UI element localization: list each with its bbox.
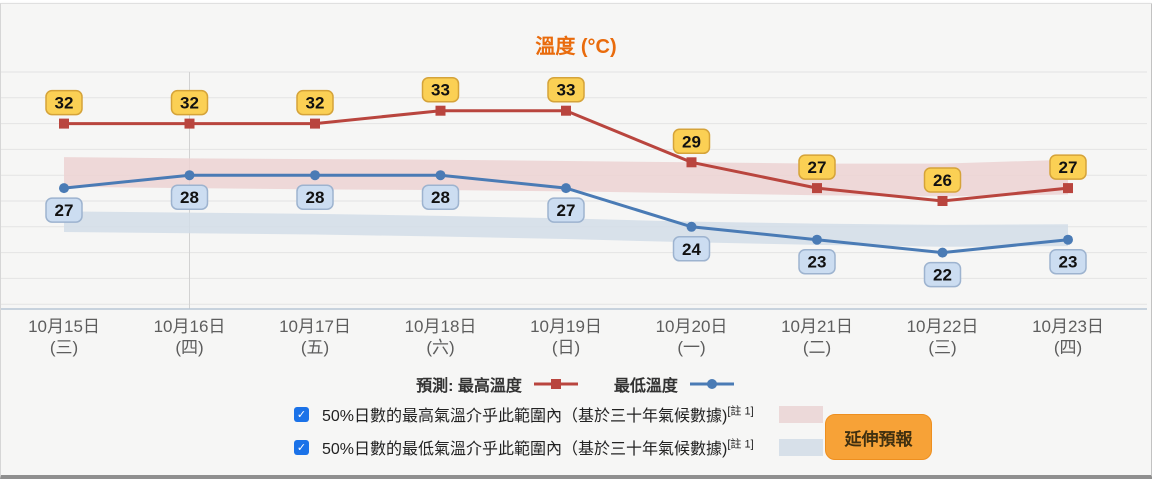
min-range-label: 50%日數的最低氣溫介乎此範圍內（基於三十年氣候數據)[註 1] bbox=[322, 438, 754, 458]
max-temp-badge-value: 32 bbox=[306, 94, 325, 113]
max-temp-badge-value: 33 bbox=[431, 81, 450, 100]
min-temp-badge bbox=[1049, 248, 1087, 275]
min-temp-marker bbox=[686, 221, 697, 232]
max-range-label: 50%日數的最高氣溫介乎此範圍內（基於三十年氣候數據)[註 1] bbox=[322, 405, 754, 425]
x-axis-label: 10月21日 (二) bbox=[781, 317, 853, 357]
legend-label-min: 最低溫度 bbox=[613, 378, 678, 395]
nine-day-forecast-temperature-panel: 溫度 (°C) 32 32 32 33 33 29 27 26 27 27 28 28 28 27 24 23… bbox=[0, 3, 1152, 479]
min-temp-badge-value: 28 bbox=[180, 188, 199, 207]
min-temp-badge-value: 22 bbox=[933, 266, 952, 285]
max-temp-badge-value: 27 bbox=[1059, 158, 1078, 177]
x-axis-label: 10月20日 (一) bbox=[655, 317, 728, 357]
max-temp-badge-value: 27 bbox=[808, 158, 827, 177]
max-temp-legend-marker-icon bbox=[533, 379, 578, 389]
min-range-swatch bbox=[778, 438, 823, 456]
max-temp-marker bbox=[435, 105, 446, 116]
min-temp-badge-value: 27 bbox=[55, 201, 74, 220]
min-temp-badge bbox=[798, 248, 836, 275]
min-temp-marker bbox=[1063, 234, 1073, 245]
max-temp-marker bbox=[561, 105, 571, 116]
min-temp-badge bbox=[170, 184, 209, 210]
x-axis-label: 10月16日 (四) bbox=[153, 317, 226, 357]
max-temp-marker bbox=[812, 183, 822, 194]
min-temp-badge bbox=[547, 197, 585, 223]
x-axis-label: 10月17日 (五) bbox=[279, 317, 351, 357]
extended-forecast-button[interactable]: 延伸預報 bbox=[825, 414, 932, 460]
min-range-footnote: [註 1] bbox=[727, 438, 754, 451]
min-temp-badge bbox=[296, 184, 334, 210]
x-axis-label: 10月23日 (四) bbox=[1032, 317, 1104, 357]
max-temp-marker bbox=[310, 118, 320, 129]
max-temp-marker bbox=[686, 157, 697, 168]
max-temp-badge bbox=[672, 128, 711, 155]
min-temp-badge-value: 23 bbox=[808, 253, 827, 272]
page-title: 溫度 (°C) bbox=[535, 36, 617, 58]
max-temp-badge bbox=[296, 89, 334, 116]
min-temp-badge-value: 24 bbox=[682, 240, 701, 259]
max-temp-badge-value: 33 bbox=[557, 81, 576, 100]
max-temp-marker bbox=[59, 118, 69, 129]
min-temp-badge-value: 28 bbox=[431, 188, 450, 207]
min-temp-marker bbox=[59, 183, 69, 194]
x-axis-label: 10月22日 (三) bbox=[906, 317, 979, 357]
min-temp-marker bbox=[184, 170, 195, 181]
max-temp-badge bbox=[170, 89, 209, 116]
max-temp-marker bbox=[1063, 183, 1073, 194]
min-temp-marker bbox=[561, 183, 571, 194]
max-temp-badge bbox=[798, 154, 836, 180]
max-temp-badge bbox=[421, 76, 460, 103]
min-temp-badge-value: 27 bbox=[557, 201, 576, 220]
max-temp-marker bbox=[184, 118, 195, 129]
x-axis-label: 10月18日 (六) bbox=[404, 317, 477, 357]
max-temp-badge-value: 32 bbox=[180, 94, 199, 113]
min-range-control-row: ✓ 50%日數的最低氣溫介乎此範圍內（基於三十年氣候數據)[註 1] bbox=[294, 436, 823, 458]
min-temp-marker bbox=[435, 170, 446, 181]
min-range-checkbox[interactable]: ✓ bbox=[294, 439, 309, 455]
max-temp-badge bbox=[547, 76, 585, 103]
min-temp-legend-marker-icon bbox=[689, 379, 734, 389]
max-temp-badge bbox=[923, 167, 962, 193]
max-temp-badge bbox=[1049, 154, 1087, 180]
temperature-chart: 32 32 32 33 33 29 27 26 27 27 28 28 28 27 24 23 22 23 bbox=[1, 71, 1147, 310]
min-temp-badge bbox=[672, 236, 711, 262]
x-axis-label: 10月19日 (日) bbox=[530, 317, 602, 357]
min-temp-badge bbox=[45, 197, 83, 223]
min-temp-badge bbox=[923, 261, 962, 288]
min-temp-badge-value: 23 bbox=[1059, 253, 1078, 272]
min-temp-badge bbox=[421, 184, 460, 210]
x-axis-labels: 10月15日 (三) 10月16日 (四) 10月17日 (五) 10月18日 (六) 10月1… bbox=[1, 316, 1151, 368]
chart-legend: 預測: 最高溫度 最低溫度 bbox=[1, 372, 1151, 396]
max-range-footnote: [註 1] bbox=[727, 405, 754, 418]
max-temp-badge-value: 32 bbox=[55, 94, 74, 113]
x-axis-label: 10月15日 (三) bbox=[28, 317, 100, 357]
min-temp-badge-value: 28 bbox=[306, 188, 325, 207]
min-temp-marker bbox=[310, 170, 320, 181]
max-temp-badge bbox=[45, 89, 83, 116]
max-temp-marker bbox=[937, 196, 948, 206]
max-range-checkbox[interactable]: ✓ bbox=[294, 406, 309, 422]
max-range-control-row: ✓ 50%日數的最高氣溫介乎此範圍內（基於三十年氣候數據)[註 1] bbox=[294, 403, 823, 425]
max-temp-badge-value: 29 bbox=[682, 132, 701, 151]
max-range-swatch bbox=[778, 405, 823, 423]
max-temp-badge-value: 26 bbox=[933, 171, 952, 190]
min-temp-marker bbox=[812, 234, 822, 245]
legend-prefix-max: 預測: 最高溫度 bbox=[416, 378, 522, 395]
min-temp-marker bbox=[937, 247, 948, 258]
